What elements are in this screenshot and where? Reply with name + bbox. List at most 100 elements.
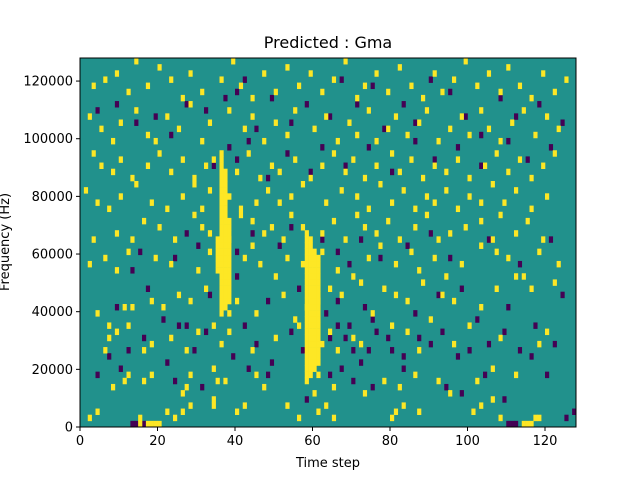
heatmap-cell-high — [95, 199, 100, 206]
heatmap-cell-low — [142, 420, 147, 428]
heatmap-cell-high — [335, 267, 340, 274]
heatmap-cell-high — [514, 187, 519, 194]
heatmap-cell-low — [440, 328, 445, 336]
heatmap-cell-high — [204, 162, 209, 169]
heatmap-cell-high — [297, 322, 302, 329]
heatmap-cell-low — [173, 254, 178, 262]
heatmap-cell-high — [312, 285, 317, 292]
heatmap-cell-high — [308, 297, 313, 305]
heatmap-cell-high — [374, 162, 379, 169]
heatmap-cell-high — [304, 334, 309, 342]
heatmap-cell-high — [331, 414, 337, 422]
heatmap-cell-high — [219, 248, 224, 256]
heatmap-cell-high — [223, 236, 228, 243]
heatmap-cell-high — [118, 193, 123, 200]
heatmap-cell-high — [149, 297, 154, 305]
heatmap-cell-low — [324, 310, 329, 317]
heatmap-cell-high — [308, 248, 313, 256]
heatmap-cell-high — [316, 285, 321, 292]
y-tick-label: 0 — [65, 421, 73, 436]
heatmap-cell-high — [386, 125, 391, 133]
heatmap-cell-high — [211, 402, 216, 409]
heatmap-cell-high — [545, 193, 550, 200]
heatmap-cell-low — [269, 94, 275, 102]
heatmap-cell-high — [99, 125, 104, 133]
heatmap-cell-high — [417, 408, 422, 415]
heatmap-cell-low — [169, 131, 174, 139]
heatmap-cell-low — [269, 359, 275, 366]
heatmap-cell-high — [235, 168, 240, 176]
heatmap-cell-high — [316, 353, 321, 360]
heatmap-cell-low — [417, 334, 422, 342]
heatmap-cell-high — [498, 334, 503, 342]
heatmap-cell-high — [304, 371, 309, 379]
heatmap-cell-high — [413, 371, 418, 379]
heatmap-cell-high — [308, 291, 313, 299]
heatmap-cell-high — [304, 236, 309, 243]
heatmap-cell-low — [107, 353, 112, 360]
heatmap-cell-low — [405, 242, 410, 249]
heatmap-cell-high — [316, 347, 321, 354]
heatmap-cell-high — [525, 217, 530, 225]
heatmap-cell-low — [118, 365, 123, 372]
heatmap-cell-high — [343, 58, 348, 65]
heatmap-cell-low — [506, 137, 511, 145]
x-tick-label: 20 — [149, 434, 166, 449]
heatmap-cell-low — [572, 408, 577, 415]
heatmap-cell-low — [335, 322, 340, 329]
heatmap-cell-high — [417, 119, 422, 126]
heatmap-cell-high — [432, 162, 437, 169]
heatmap-cell-high — [215, 242, 220, 249]
heatmap-cell-high — [219, 254, 224, 262]
heatmap-cell-high — [475, 377, 480, 385]
heatmap-cell-low — [537, 101, 542, 108]
heatmap-cell-high — [308, 365, 313, 372]
heatmap-cell-high — [490, 181, 495, 188]
heatmap-cell-high — [428, 316, 433, 323]
heatmap-cell-high — [312, 328, 317, 336]
heatmap-cell-high — [421, 94, 426, 102]
heatmap-cell-high — [161, 304, 166, 311]
heatmap-cell-high — [459, 113, 464, 120]
heatmap-cell-high — [215, 254, 220, 262]
heatmap-cell-high — [331, 383, 337, 391]
heatmap-cell-high — [169, 168, 174, 176]
heatmap-cell-high — [223, 217, 228, 225]
heatmap-cell-high — [331, 217, 337, 225]
heatmap-cell-low — [529, 353, 534, 360]
heatmap-cell-high — [184, 347, 189, 354]
heatmap-cell-low — [308, 168, 313, 176]
heatmap-cell-high — [238, 205, 244, 213]
heatmap-cell-high — [219, 205, 224, 213]
heatmap-cell-high — [114, 267, 120, 274]
heatmap-cell-high — [227, 310, 232, 317]
heatmap-cell-high — [533, 414, 538, 422]
x-tick-label: 100 — [455, 434, 480, 449]
x-axis-label: Time step — [295, 456, 360, 471]
heatmap-cell-low — [552, 340, 557, 348]
heatmap-cell-high — [312, 125, 317, 133]
heatmap-cell-low — [138, 248, 143, 256]
heatmap-cell-high — [444, 273, 449, 280]
heatmap-cell-high — [444, 168, 449, 176]
heatmap-cell-low — [362, 304, 368, 311]
heatmap-cell-low — [351, 377, 356, 385]
heatmap-cell-high — [134, 181, 139, 188]
heatmap-cell-low — [320, 236, 325, 243]
heatmap-cell-high — [316, 340, 321, 348]
heatmap-cell-high — [304, 273, 309, 280]
heatmap-cell-high — [304, 328, 309, 336]
heatmap-cell-high — [467, 193, 472, 200]
heatmap-cell-high — [475, 82, 480, 90]
heatmap-cell-high — [502, 199, 507, 206]
heatmap-cell-high — [138, 420, 143, 428]
heatmap-cell-high — [498, 137, 503, 145]
heatmap-cell-high — [277, 199, 282, 206]
heatmap-cell-high — [494, 150, 499, 157]
heatmap-cell-low — [289, 328, 294, 336]
heatmap-cell-high — [227, 248, 232, 256]
heatmap-cell-high — [91, 82, 96, 90]
heatmap-cell-high — [242, 254, 247, 262]
heatmap-cell-low — [242, 76, 247, 83]
